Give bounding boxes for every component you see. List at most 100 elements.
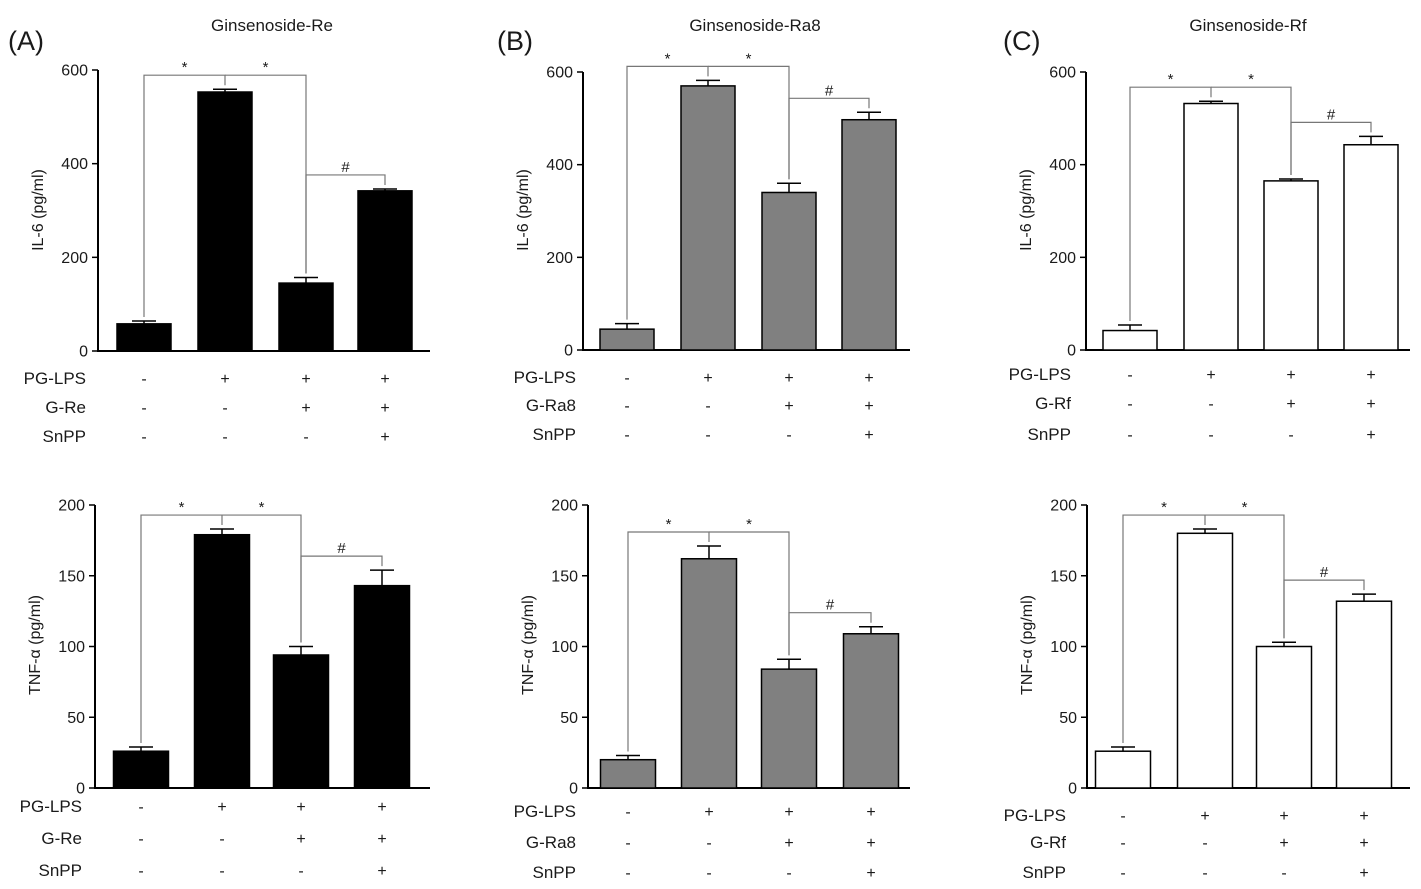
condition-sign: - — [625, 865, 630, 882]
condition-label: G-Rf — [1030, 833, 1066, 852]
y-tick-label: 0 — [76, 781, 85, 798]
condition-sign: - — [1288, 427, 1293, 444]
significance-marker: # — [1320, 564, 1329, 581]
condition-sign: + — [866, 865, 875, 882]
panel-c-header: (C) Ginsenoside-Rf — [1003, 16, 1307, 56]
condition-sign: - — [1127, 367, 1132, 384]
y-tick-label: 200 — [546, 250, 573, 267]
significance-bracket — [788, 97, 870, 180]
significance-marker: # — [826, 597, 835, 614]
y-tick-label: 200 — [1050, 498, 1077, 515]
panel-title-a: Ginsenoside-Re — [211, 16, 333, 35]
significance-bracket — [627, 531, 710, 752]
y-axis-label: TNF-α (pg/ml) — [520, 595, 537, 695]
condition-label: SnPP — [533, 425, 576, 444]
significance-bracket — [1283, 579, 1365, 639]
bar — [116, 323, 172, 352]
condition-sign: - — [222, 429, 227, 446]
condition-sign: + — [380, 400, 389, 417]
condition-sign: + — [377, 831, 386, 848]
condition-sign: - — [786, 427, 791, 444]
bar — [1343, 143, 1399, 351]
condition-sign: - — [222, 400, 227, 417]
bar — [197, 91, 253, 352]
bar — [842, 633, 900, 789]
condition-sign: - — [1208, 427, 1213, 444]
panel-letter-a: (A) — [8, 26, 44, 56]
significance-bracket — [300, 555, 383, 643]
condition-label: PG-LPS — [24, 369, 86, 388]
condition-label: PG-LPS — [1009, 365, 1071, 384]
y-tick-label: 50 — [67, 710, 85, 727]
condition-sign: + — [784, 835, 793, 852]
condition-sign: - — [138, 863, 143, 880]
significance-marker: * — [1248, 71, 1254, 88]
bar-chart: 0 200 400 600 IL-6 (pg/ml) * * # PG-LPS - + + + G-Re -… — [24, 59, 430, 446]
condition-sign: + — [377, 863, 386, 880]
condition-label: PG-LPS — [514, 368, 576, 387]
bar — [357, 190, 413, 352]
condition-sign: + — [1206, 367, 1215, 384]
condition-sign: + — [1286, 396, 1295, 413]
significance-marker: * — [665, 50, 671, 67]
condition-sign: + — [1359, 835, 1368, 852]
y-tick-label: 0 — [564, 343, 573, 360]
condition-sign: - — [624, 427, 629, 444]
panel-a-header: (A) Ginsenoside-Re — [8, 16, 333, 56]
condition-sign: + — [864, 427, 873, 444]
significance-marker: * — [746, 516, 752, 533]
y-tick-label: 150 — [1050, 568, 1077, 585]
bar — [353, 584, 411, 789]
y-axis-label: TNF-α (pg/ml) — [27, 595, 44, 695]
condition-sign: - — [625, 804, 630, 821]
y-tick-label: 50 — [1059, 710, 1077, 727]
bar — [599, 328, 655, 351]
condition-label: PG-LPS — [20, 797, 82, 816]
condition-sign: - — [624, 398, 629, 415]
y-tick-label: 50 — [560, 710, 578, 727]
condition-sign: - — [624, 370, 629, 387]
panel-letter-b: (B) — [497, 26, 533, 56]
y-axis-label: IL-6 (pg/ml) — [30, 169, 47, 251]
y-tick-label: 0 — [79, 344, 88, 361]
condition-label: G-Re — [41, 829, 82, 848]
y-tick-label: 0 — [569, 781, 578, 798]
bar — [599, 758, 657, 789]
bar — [193, 533, 251, 789]
bar-chart: 0 50 100 150 200 TNF-α (pg/ml) * * # PG-LPS - + + + G-… — [20, 498, 430, 880]
y-tick-label: 200 — [58, 498, 85, 515]
condition-sign: - — [303, 429, 308, 446]
condition-sign: - — [1281, 865, 1286, 882]
significance-marker: * — [1161, 499, 1167, 516]
condition-label: G-Ra8 — [526, 833, 576, 852]
significance-bracket — [1129, 86, 1212, 321]
significance-marker: * — [746, 50, 752, 67]
panel-title-b: Ginsenoside-Ra8 — [689, 16, 820, 35]
condition-sign: + — [1359, 865, 1368, 882]
condition-sign: + — [1366, 367, 1375, 384]
bar — [761, 191, 817, 351]
condition-sign: - — [706, 865, 711, 882]
panel-letter-c: (C) — [1003, 26, 1040, 56]
condition-sign: + — [296, 799, 305, 816]
condition-sign: - — [298, 863, 303, 880]
condition-sign: + — [703, 370, 712, 387]
bar — [680, 85, 736, 351]
bar-chart: 0 200 400 600 IL-6 (pg/ml) * * # PG-LPS - + + + G-Ra8… — [514, 50, 910, 444]
bar-chart: 0 50 100 150 200 TNF-α (pg/ml) * * # PG-LPS - + + + G-… — [514, 498, 910, 882]
y-tick-label: 600 — [546, 65, 573, 82]
significance-bracket — [1290, 121, 1372, 176]
significance-bracket — [143, 74, 226, 318]
bar — [760, 668, 818, 789]
y-tick-label: 400 — [546, 157, 573, 174]
significance-marker: * — [666, 516, 672, 533]
significance-marker: * — [1168, 71, 1174, 88]
significance-bracket — [1122, 514, 1206, 743]
y-tick-label: 0 — [1067, 343, 1076, 360]
condition-sign: + — [864, 398, 873, 415]
condition-sign: - — [786, 865, 791, 882]
significance-marker: # — [1327, 106, 1336, 123]
condition-sign: - — [1202, 835, 1207, 852]
y-tick-label: 200 — [551, 498, 578, 515]
